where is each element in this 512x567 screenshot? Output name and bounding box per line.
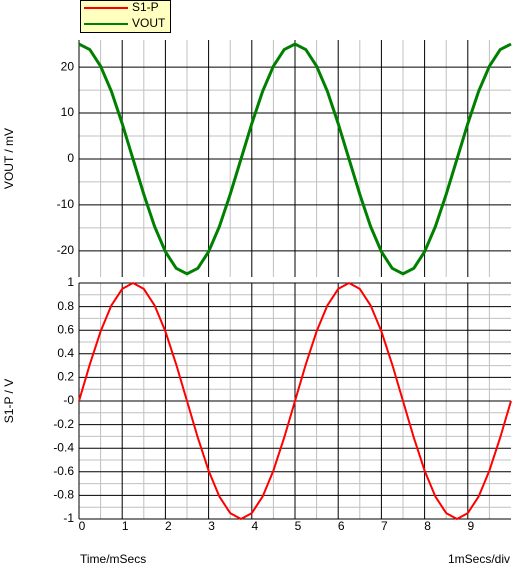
y-tick-label: -0.8 <box>53 488 74 502</box>
y-tick-label: -0.4 <box>53 440 74 454</box>
y-tick-label: -10 <box>57 197 75 211</box>
x-tick-label: 4 <box>251 519 258 533</box>
y-tick-label: -0.6 <box>53 464 74 478</box>
y-tick-label: 0.8 <box>57 299 74 313</box>
x-tick-label: 8 <box>424 519 431 533</box>
legend-label: S1-P <box>132 0 159 14</box>
legend-label: VOUT <box>132 16 166 30</box>
y-tick-label: -1 <box>63 511 74 525</box>
y-tick-label: 1 <box>67 275 74 289</box>
y-tick-label: 20 <box>61 59 75 73</box>
x-tick-label: 6 <box>338 519 345 533</box>
x-tick-label: 3 <box>208 519 215 533</box>
x-tick-label: 0 <box>79 519 86 533</box>
y-axis-label: VOUT / mV <box>2 128 16 189</box>
x-scale-label: 1mSecs/div <box>448 552 510 566</box>
y-tick-label: 0.4 <box>57 346 74 360</box>
x-tick-label: 5 <box>295 519 302 533</box>
y-tick-label: -0.2 <box>53 417 74 431</box>
x-tick-label: 1 <box>122 519 129 533</box>
y-tick-label: 10 <box>61 105 75 119</box>
x-tick-label: 7 <box>381 519 388 533</box>
y-tick-label: 0.6 <box>57 322 74 336</box>
series-line <box>78 282 512 520</box>
y-tick-label: -20 <box>57 243 75 257</box>
y-tick-label: 0.2 <box>57 370 74 384</box>
y-tick-label: 0 <box>67 151 74 165</box>
y-tick-label: -0 <box>63 393 74 407</box>
x-tick-label: 2 <box>165 519 172 533</box>
x-tick-label: 9 <box>467 519 474 533</box>
legend-box <box>80 0 171 33</box>
y-axis-label: S1-P / V <box>2 379 16 423</box>
x-axis-label: Time/mSecs <box>80 552 146 566</box>
series-line <box>78 42 512 276</box>
